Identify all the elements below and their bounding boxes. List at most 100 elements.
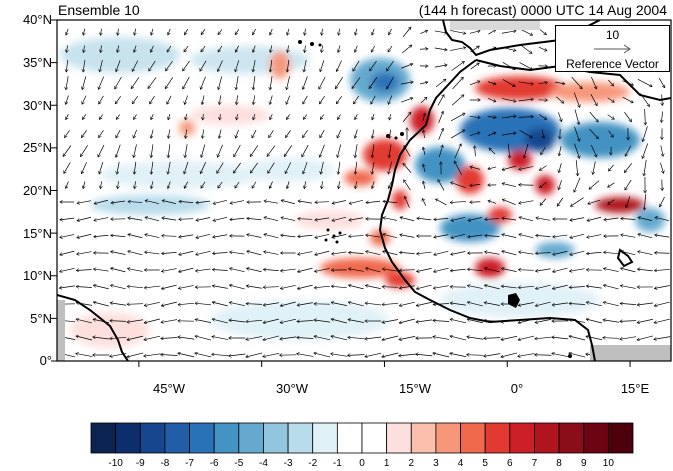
wind-vector: [144, 301, 160, 305]
wind-vector: [151, 181, 153, 188]
wind-vector: [201, 29, 206, 35]
colorbar-label: 5: [482, 458, 488, 469]
colorbar-label: 0: [359, 458, 365, 469]
wind-vector: [127, 319, 144, 323]
wind-vector: [93, 285, 109, 290]
wind-vector: [217, 45, 223, 52]
wind-vector: [383, 251, 398, 256]
wind-vector: [220, 113, 221, 120]
wind-vector: [621, 219, 636, 220]
wind-vector: [535, 253, 551, 254]
wind-vector: [519, 185, 534, 186]
wind-vector: [422, 198, 427, 206]
wind-vector: [217, 144, 223, 157]
wind-vector: [116, 144, 121, 158]
wind-vector: [298, 201, 313, 204]
wind-vector: [110, 285, 126, 290]
wind-vector: [382, 303, 398, 304]
wind-vector: [253, 76, 256, 90]
wind-vector: [389, 144, 392, 157]
wind-vector: [128, 251, 143, 256]
wind-vector: [388, 161, 393, 174]
wind-vector: [423, 181, 425, 189]
wind-vector: [168, 129, 169, 139]
wind-vector: [538, 66, 548, 67]
wind-vector: [518, 286, 534, 287]
wind-vector: [321, 161, 324, 174]
wind-vector: [337, 114, 341, 119]
colorbar-swatch: [238, 422, 264, 454]
wind-vector: [179, 267, 194, 272]
colorbar-swatch: [386, 422, 412, 454]
wind-vector: [470, 167, 481, 170]
wind-vector: [604, 217, 619, 220]
wind-vector: [571, 76, 582, 89]
wind-vector: [470, 184, 481, 185]
wind-vector: [338, 28, 339, 36]
wind-vector: [371, 95, 376, 104]
wind-vector: [353, 60, 360, 71]
wind-vector: [110, 321, 127, 322]
wind-vector: [99, 130, 104, 137]
wind-vector: [603, 320, 620, 323]
wind-vector: [128, 234, 143, 239]
lat-label-35n: 35°N: [22, 55, 52, 70]
wind-vector: [438, 180, 445, 191]
wind-vector: [654, 336, 671, 340]
wind-vector: [127, 286, 143, 287]
wind-vector: [570, 197, 584, 207]
wind-vector: [569, 336, 586, 341]
wind-vector: [218, 29, 223, 34]
wind-vector: [574, 177, 581, 192]
wind-vector: [82, 95, 87, 105]
wind-vector: [348, 302, 364, 307]
wind-vector: [331, 302, 347, 306]
wind-vector: [286, 95, 291, 105]
wind-vector: [235, 181, 240, 188]
colorbar-swatch: [139, 422, 166, 454]
colorbar-label: 3: [433, 458, 439, 469]
wind-vector: [557, 197, 564, 206]
lat-label-20n: 20°N: [22, 183, 52, 198]
wind-vector: [574, 109, 579, 124]
wind-vector: [267, 162, 275, 174]
wind-vector: [535, 268, 551, 271]
wind-vector: [388, 95, 393, 105]
wind-vector: [535, 319, 552, 322]
reference-vector-box: 10 Reference Vector: [555, 25, 670, 72]
wind-vector: [285, 162, 292, 173]
wind-vector: [246, 286, 262, 289]
colorbar-label: -2: [308, 458, 318, 469]
wind-vector: [305, 45, 306, 52]
wind-vector: [433, 353, 450, 358]
wind-vector: [162, 236, 177, 237]
wind-vector: [297, 284, 313, 289]
wind-vector: [178, 337, 195, 340]
wind-vector: [161, 337, 178, 338]
wind-vector: [484, 285, 500, 290]
wind-vector: [168, 161, 171, 174]
wind-vector: [66, 45, 67, 52]
wind-vector: [338, 181, 339, 188]
wind-vector: [501, 268, 517, 272]
colorbar-swatch: [287, 422, 314, 454]
wind-vector: [450, 353, 467, 358]
wind-vector: [519, 129, 533, 138]
wind-vector: [236, 76, 239, 90]
wind-vector: [247, 251, 262, 256]
wind-vector: [365, 285, 381, 289]
wind-vector: [416, 301, 432, 306]
wind-vector: [235, 60, 240, 72]
wind-vector: [401, 64, 413, 69]
wind-vector: [151, 144, 154, 157]
colorbar-swatch: [189, 422, 215, 454]
colorbar-label: 7: [531, 458, 538, 469]
colorbar-swatch: [361, 422, 388, 454]
wind-vector: [178, 285, 194, 288]
wind-vector: [246, 336, 263, 339]
wind-vector: [405, 196, 410, 208]
wind-vector: [383, 218, 398, 221]
wind-vector: [574, 143, 579, 159]
colorbar-swatch: [90, 422, 117, 454]
